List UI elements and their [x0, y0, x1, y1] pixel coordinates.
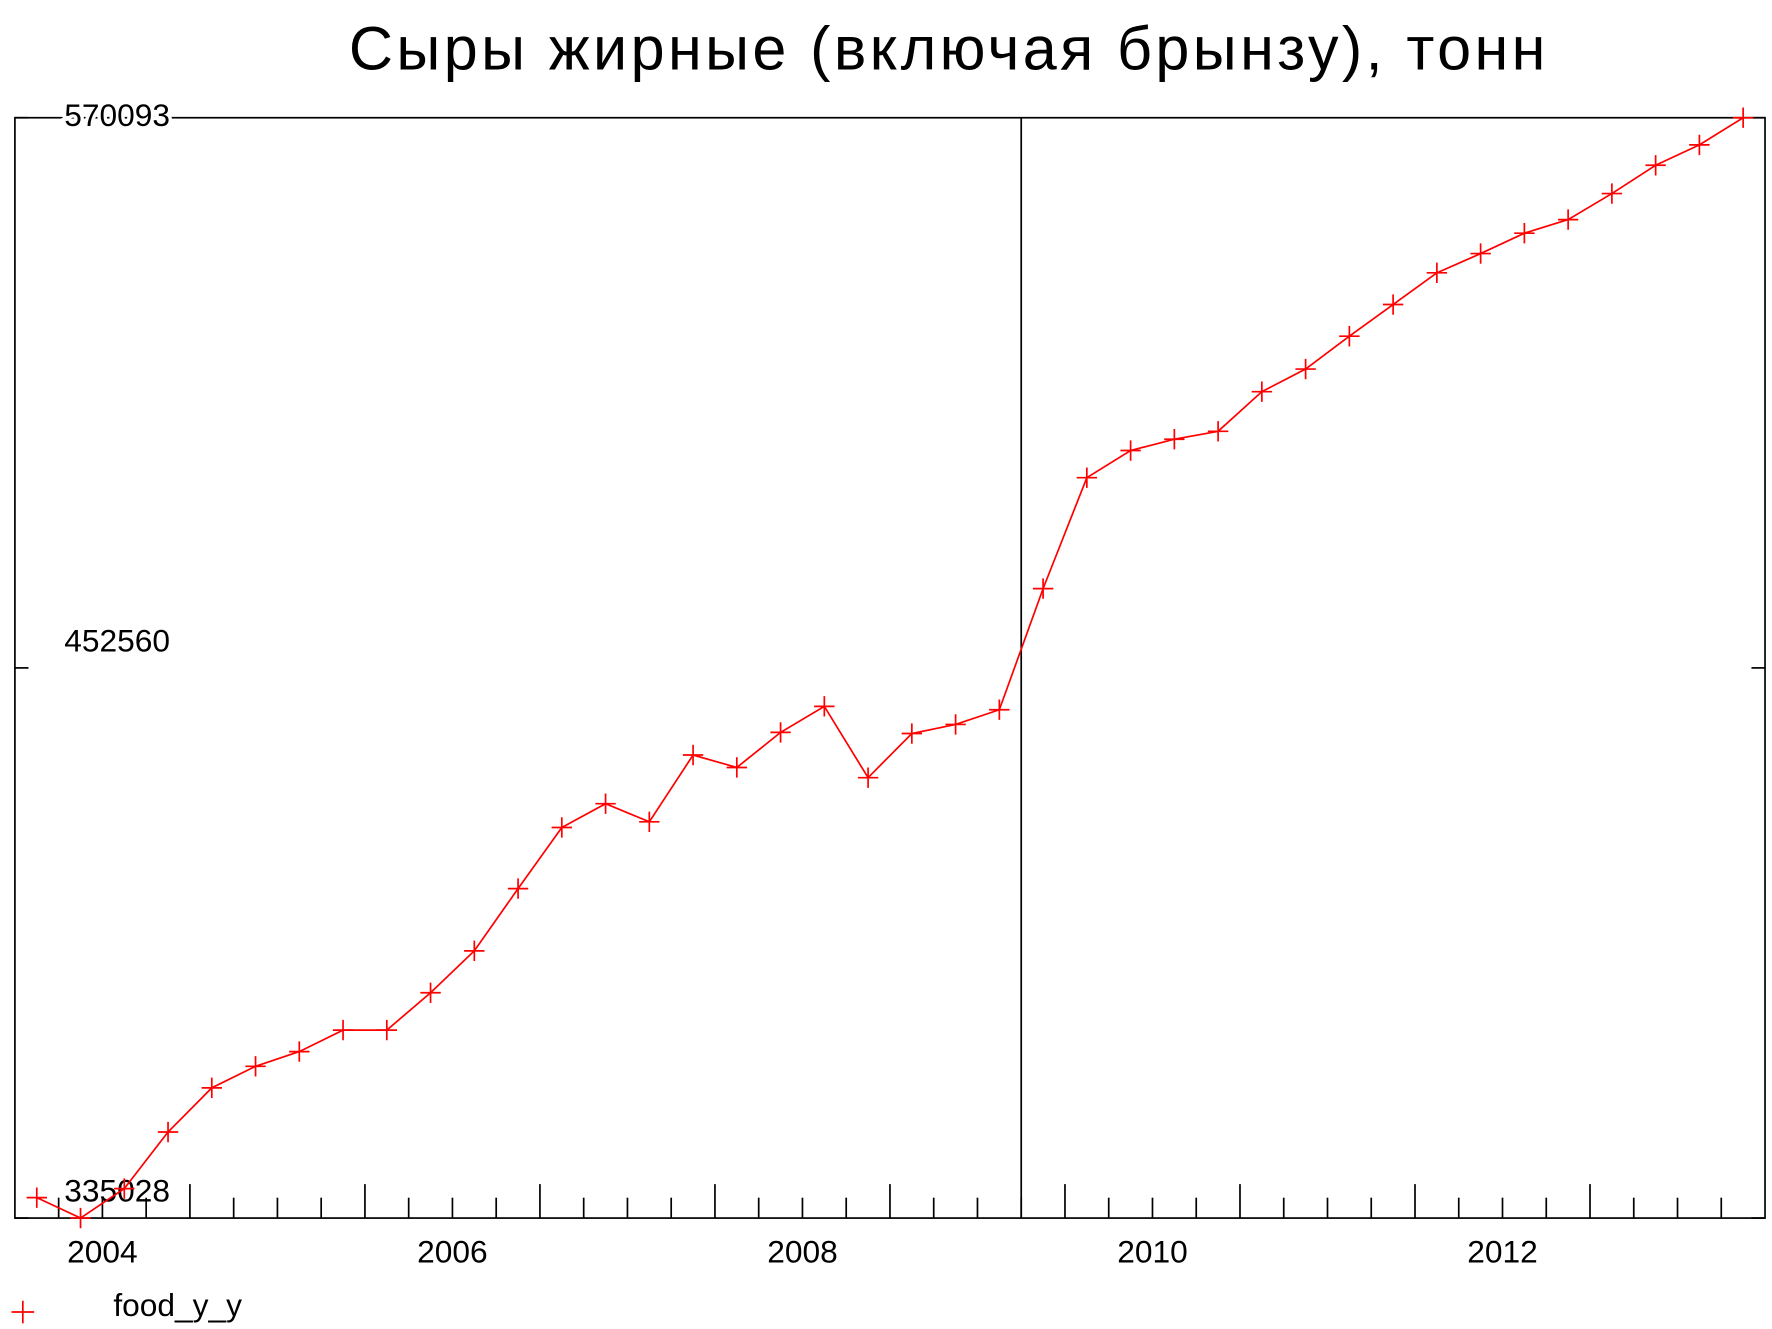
point-marker [1382, 294, 1404, 315]
point-marker [639, 811, 660, 833]
point-marker [595, 793, 616, 814]
point-marker [507, 878, 529, 899]
point-marker [1339, 326, 1360, 347]
point-marker [814, 696, 835, 717]
point-marker [1164, 429, 1185, 450]
point-marker [1076, 467, 1098, 488]
point-marker [157, 1121, 179, 1143]
point-marker [1601, 183, 1623, 204]
point-marker [1251, 381, 1273, 402]
x-tick-label: 2008 [767, 1234, 838, 1270]
legend-label: food_y_y [113, 1287, 242, 1323]
point-marker [1557, 209, 1579, 230]
point-marker [420, 982, 441, 1003]
point-marker [1470, 243, 1491, 264]
chart-title: Сыры жирные (включая брынзу), тонн [349, 14, 1549, 82]
point-marker [1295, 358, 1316, 380]
point-marker [682, 744, 704, 766]
point-marker [1426, 262, 1448, 284]
point-marker [464, 940, 485, 962]
point-marker [26, 1187, 47, 1208]
y-tick-label: 335028 [64, 1173, 170, 1209]
point-marker [1120, 440, 1141, 461]
point-marker [70, 1207, 91, 1229]
point-marker [332, 1019, 354, 1041]
point-marker [945, 714, 966, 735]
point-marker [857, 767, 879, 788]
point-marker [551, 817, 573, 838]
point-marker [770, 722, 791, 743]
x-tick-label: 2010 [1117, 1234, 1188, 1270]
point-marker [376, 1019, 397, 1041]
point-marker [1207, 421, 1229, 442]
y-tick-label: 570093 [64, 97, 170, 133]
series-line [36, 117, 1744, 1220]
x-tick-label: 2006 [417, 1234, 488, 1270]
point-marker [726, 757, 748, 778]
point-marker [245, 1056, 266, 1077]
y-tick-label: 452560 [64, 622, 170, 658]
legend-marker [11, 1300, 35, 1324]
x-tick-label: 2012 [1467, 1234, 1538, 1270]
point-marker [1732, 107, 1754, 128]
point-marker [1645, 155, 1666, 176]
point-marker [1514, 223, 1535, 244]
point-marker [1689, 134, 1710, 156]
point-marker [1032, 578, 1054, 599]
point-marker [289, 1041, 310, 1062]
point-marker [114, 1178, 135, 1199]
point-marker [201, 1077, 222, 1099]
x-tick-label: 2004 [67, 1234, 138, 1270]
point-marker [989, 699, 1010, 720]
point-marker [901, 723, 923, 744]
